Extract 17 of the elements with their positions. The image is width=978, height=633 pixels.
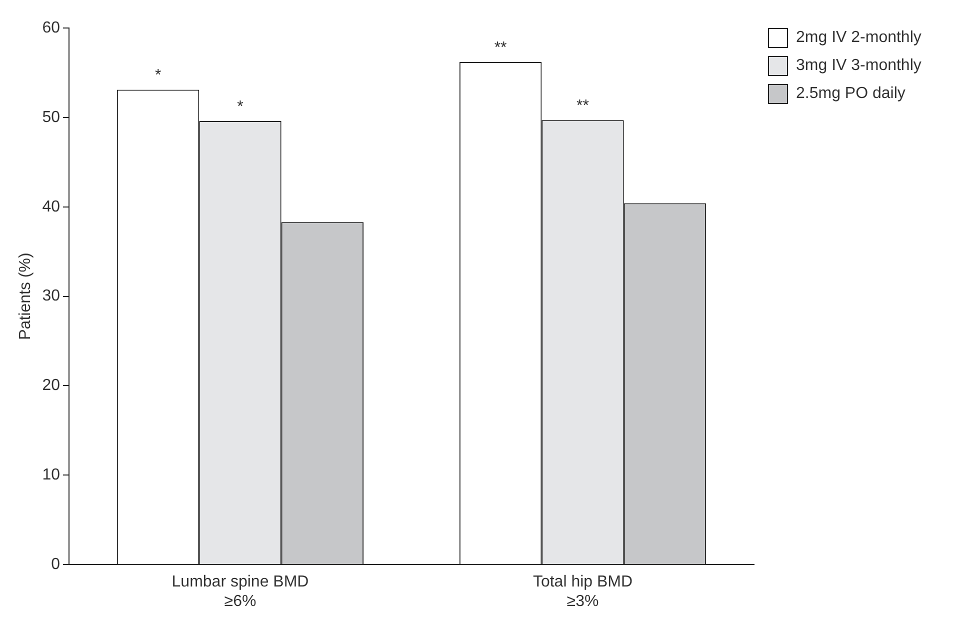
y-tick-label: 50 [42,108,60,126]
data-label: * [154,67,162,84]
y-tick-label: 0 [51,556,60,574]
y-tick-label: 10 [42,466,60,484]
x-tick-label: Total hip BMD ≥3% [532,574,633,610]
data-label: ** [576,98,589,115]
legend-label: 2.5mg PO daily [796,85,906,103]
y-tick-label: 20 [42,377,60,394]
y-tick-label: 40 [42,198,60,216]
y-axis-title: Patients (%) [17,252,34,340]
legend-label: 3mg IV 3-monthly [796,57,922,75]
data-label: ** [494,39,507,56]
text: 2mg IV 2-monthly [796,29,922,47]
x-tick-label: Lumbar spine BMD ≥6% [172,574,309,610]
data-label: * [237,98,244,116]
y-tick-label: 60 [42,19,60,36]
y-tick-label: 30 [42,288,60,305]
